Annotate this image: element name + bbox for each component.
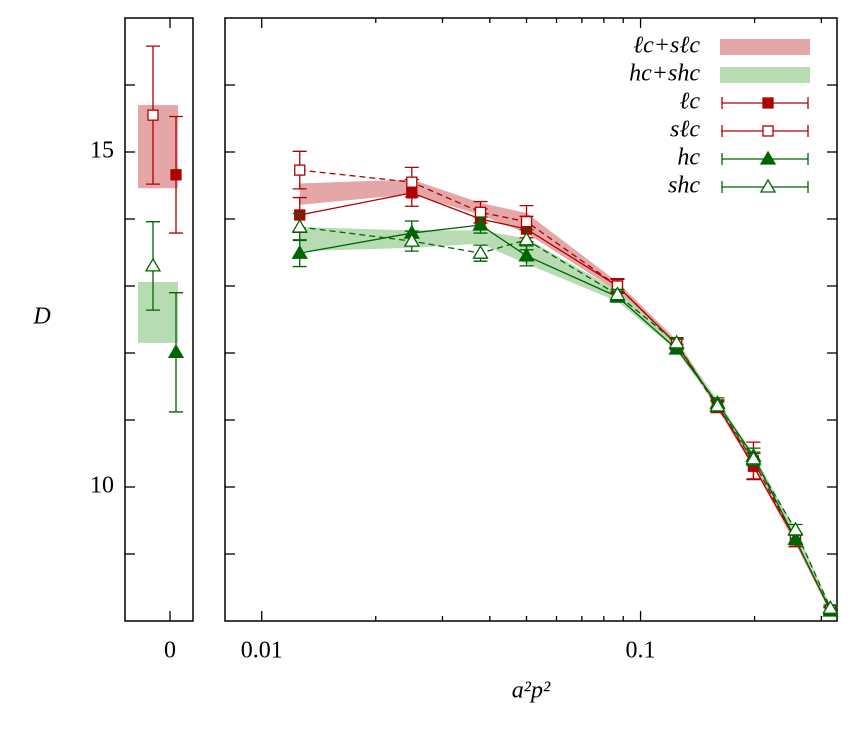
x0-band: [138, 281, 178, 343]
point: [709, 397, 726, 412]
series-line: [299, 192, 831, 611]
zero-panel-frame: [124, 17, 194, 622]
legend-swatch: [720, 39, 810, 55]
series-line: [299, 169, 831, 611]
x-tick-label: 0.01: [241, 638, 283, 664]
legend-label: hc: [677, 145, 700, 171]
point: [518, 247, 535, 262]
legend-marker: [762, 125, 774, 137]
point: [472, 244, 489, 259]
legend-label: ℓc+sℓc: [633, 33, 700, 59]
point: [472, 216, 489, 231]
y-tick-label: 15: [90, 138, 114, 164]
legend-label: sℓc: [670, 117, 700, 143]
legend-marker: [759, 150, 777, 165]
legend-label: ℓc: [679, 89, 700, 115]
legend-label: shc: [668, 173, 700, 199]
x0-point: [147, 109, 159, 121]
x0-point: [167, 344, 185, 358]
x-axis-label: a²p²: [512, 678, 551, 704]
legend-marker: [759, 178, 777, 193]
point: [520, 216, 533, 228]
point: [787, 521, 804, 536]
point: [403, 232, 420, 247]
legend-label: hc+shc: [629, 61, 700, 87]
point: [518, 231, 535, 246]
series-line: [299, 226, 831, 609]
point: [474, 206, 487, 218]
point: [745, 450, 762, 465]
point: [291, 218, 308, 233]
x0-tick-label: 0: [164, 638, 176, 664]
legend-marker: [762, 97, 774, 109]
y-tick-label: 10: [90, 473, 114, 499]
point: [291, 244, 308, 259]
band: [299, 227, 831, 615]
legend-swatch: [720, 67, 810, 83]
x-tick-label: 0.1: [626, 638, 656, 664]
x0-point: [144, 257, 162, 272]
point: [294, 164, 306, 176]
point: [822, 599, 839, 614]
point: [609, 286, 626, 301]
main-panel-frame: [224, 17, 838, 622]
series-line: [299, 224, 831, 612]
y-axis-label: D: [32, 304, 50, 330]
x0-point: [170, 169, 182, 181]
point: [668, 334, 685, 349]
point: [406, 176, 418, 188]
